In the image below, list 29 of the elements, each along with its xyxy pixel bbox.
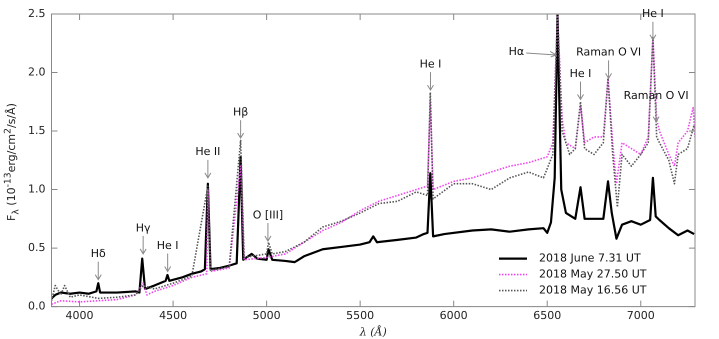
legend-label: 2018 May 27.50 UT [539,267,647,280]
y-tick-label: 0.5 [28,240,46,254]
legend-label: 2018 May 16.56 UT [539,283,647,296]
annotation: He I [642,7,664,20]
x-tick-label: 5500 [346,309,374,322]
annotation: He I [156,238,179,252]
annotation: He I [570,66,592,80]
annotation: Hβ [232,105,248,118]
x-tick-label: 4000 [66,309,94,322]
annotation: Hα [508,44,524,58]
x-axis-title: λ (Å) [358,324,387,338]
y-tick-label: 1.0 [28,182,46,196]
x-tick-label: 5000 [252,309,281,322]
legend-label: 2018 June 7.31 UT [539,251,641,264]
x-tick-label: 4500 [159,309,188,322]
annotation: He II [195,145,220,158]
annotation: O [III] [252,208,284,222]
x-tick-label: 6000 [440,309,468,322]
y-tick-label: 0.0 [28,299,46,312]
annotation: Raman O VI [576,46,642,59]
y-tick-label: 2.5 [28,6,46,20]
annotation: Hγ [136,221,152,234]
annotation: He I [420,57,442,70]
x-tick-label: 6500 [533,309,562,322]
annotation: Raman O VI [624,89,689,102]
x-tick-label: 7000 [626,309,655,322]
y-tick-label: 1.5 [28,124,46,137]
annotation: Hδ [90,247,106,260]
y-tick-label: 2.0 [28,65,46,78]
